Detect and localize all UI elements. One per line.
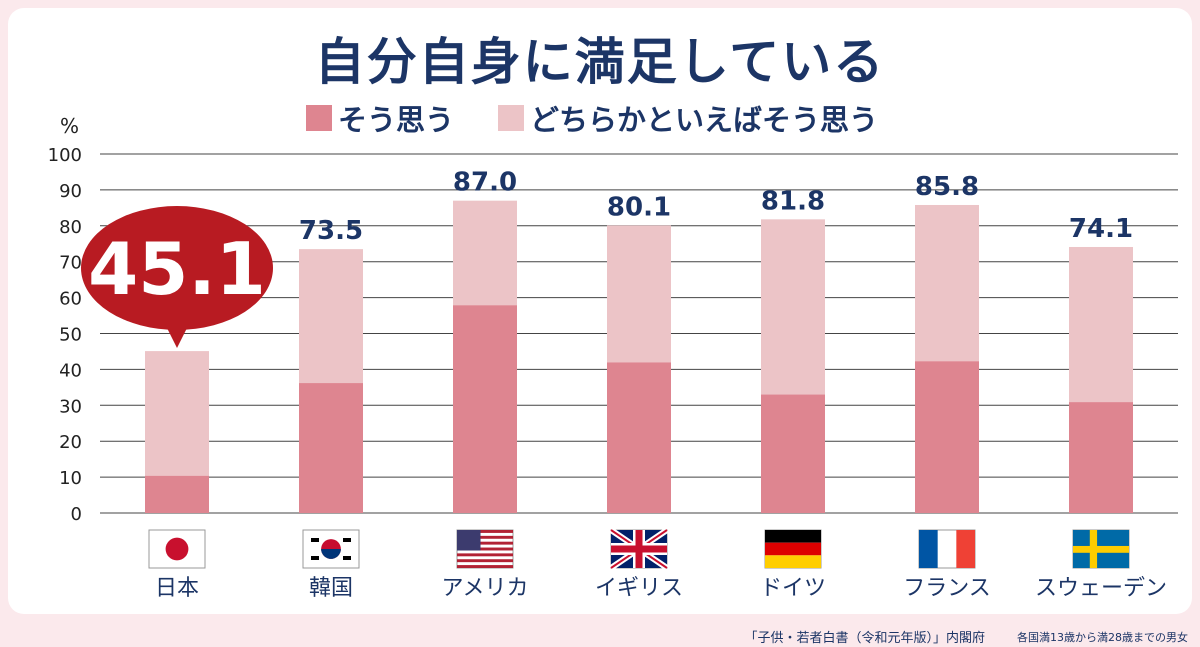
callout-pointer bbox=[165, 324, 189, 348]
usa-flag-icon bbox=[456, 529, 514, 569]
y-tick-label-40: 40 bbox=[59, 360, 82, 381]
y-tick-label-60: 60 bbox=[59, 289, 82, 310]
y-tick-label-70: 70 bbox=[59, 253, 82, 274]
note-text: 各国満13歳から満28歳までの男女 bbox=[1017, 631, 1188, 644]
category-label-4: ドイツ bbox=[760, 576, 826, 601]
france-flag-icon bbox=[918, 529, 976, 569]
legend-item-agree: そう思う bbox=[306, 97, 454, 139]
category-label-3: イギリス bbox=[595, 576, 683, 601]
bar-agree-3 bbox=[607, 362, 671, 513]
chart-title: 自分自身に満足している bbox=[314, 33, 886, 91]
source-text: 「子供・若者白書（令和元年版）」内閣府 bbox=[744, 631, 985, 646]
korea-flag-icon bbox=[302, 529, 360, 569]
legend-label-somewhat-agree: どちらかといえばそう思う bbox=[530, 103, 879, 137]
bar-somewhat-agree-0 bbox=[145, 351, 209, 476]
y-tick-label-90: 90 bbox=[59, 181, 82, 202]
bar-somewhat-agree-6 bbox=[1069, 246, 1133, 403]
legend-label-agree: そう思う bbox=[338, 103, 455, 137]
legend-item-somewhat-agree: どちらかといえばそう思う bbox=[498, 97, 878, 139]
bar-agree-2 bbox=[453, 305, 517, 513]
category-label-1: 韓国 bbox=[309, 576, 353, 601]
bar-agree-1 bbox=[299, 383, 363, 513]
legend: そう思う どちらかといえばそう思う bbox=[0, 97, 1200, 137]
uk-flag-icon bbox=[609, 527, 669, 571]
footer: 「子供・若者白書（令和元年版）」内閣府 各国満13歳から満28歳までの男女 bbox=[0, 627, 1200, 647]
total-label-5: 85.8 bbox=[915, 172, 979, 202]
category-label-2: アメリカ bbox=[442, 576, 529, 601]
bar-agree-4 bbox=[761, 394, 825, 513]
germany-flag-icon bbox=[764, 529, 822, 569]
sweden-flag-icon bbox=[1072, 529, 1130, 569]
bar-somewhat-agree-3 bbox=[607, 225, 671, 363]
legend-swatch-somewhat-agree bbox=[498, 105, 524, 131]
bar-somewhat-agree-4 bbox=[761, 219, 825, 395]
total-label-1: 73.5 bbox=[299, 216, 363, 246]
category-label-6: スウェーデン bbox=[1035, 576, 1167, 601]
callout-value: 45.1 bbox=[88, 227, 266, 311]
bar-chart: 0 10 20 30 40 50 60 70 80 90 100 日本 73.5 韓国 87.0 アメリカ 80… bbox=[48, 145, 1178, 601]
bar-somewhat-agree-2 bbox=[453, 200, 517, 306]
y-tick-label-100: 100 bbox=[48, 145, 82, 166]
callout-bubble bbox=[81, 206, 273, 330]
bar-agree-5 bbox=[915, 361, 979, 513]
bar-agree-0 bbox=[145, 475, 209, 513]
y-tick-label-80: 80 bbox=[59, 217, 82, 238]
y-tick-label-10: 10 bbox=[59, 468, 82, 489]
japan-flag-icon bbox=[148, 529, 206, 569]
total-label-3: 80.1 bbox=[607, 192, 671, 222]
total-label-4: 81.8 bbox=[761, 186, 825, 216]
y-tick-label-50: 50 bbox=[59, 325, 82, 346]
y-axis-unit: % bbox=[60, 114, 80, 138]
legend-swatch-agree bbox=[306, 105, 332, 131]
total-label-6: 74.1 bbox=[1069, 214, 1133, 244]
bar-agree-6 bbox=[1069, 402, 1133, 513]
y-tick-label-20: 20 bbox=[59, 432, 82, 453]
y-tick-label-0: 0 bbox=[71, 504, 82, 525]
y-tick-label-30: 30 bbox=[59, 396, 82, 417]
category-label-5: フランス bbox=[903, 576, 991, 601]
category-label-0: 日本 bbox=[155, 576, 199, 601]
bar-somewhat-agree-5 bbox=[915, 204, 979, 362]
total-label-2: 87.0 bbox=[453, 168, 517, 198]
bar-somewhat-agree-1 bbox=[299, 249, 363, 384]
